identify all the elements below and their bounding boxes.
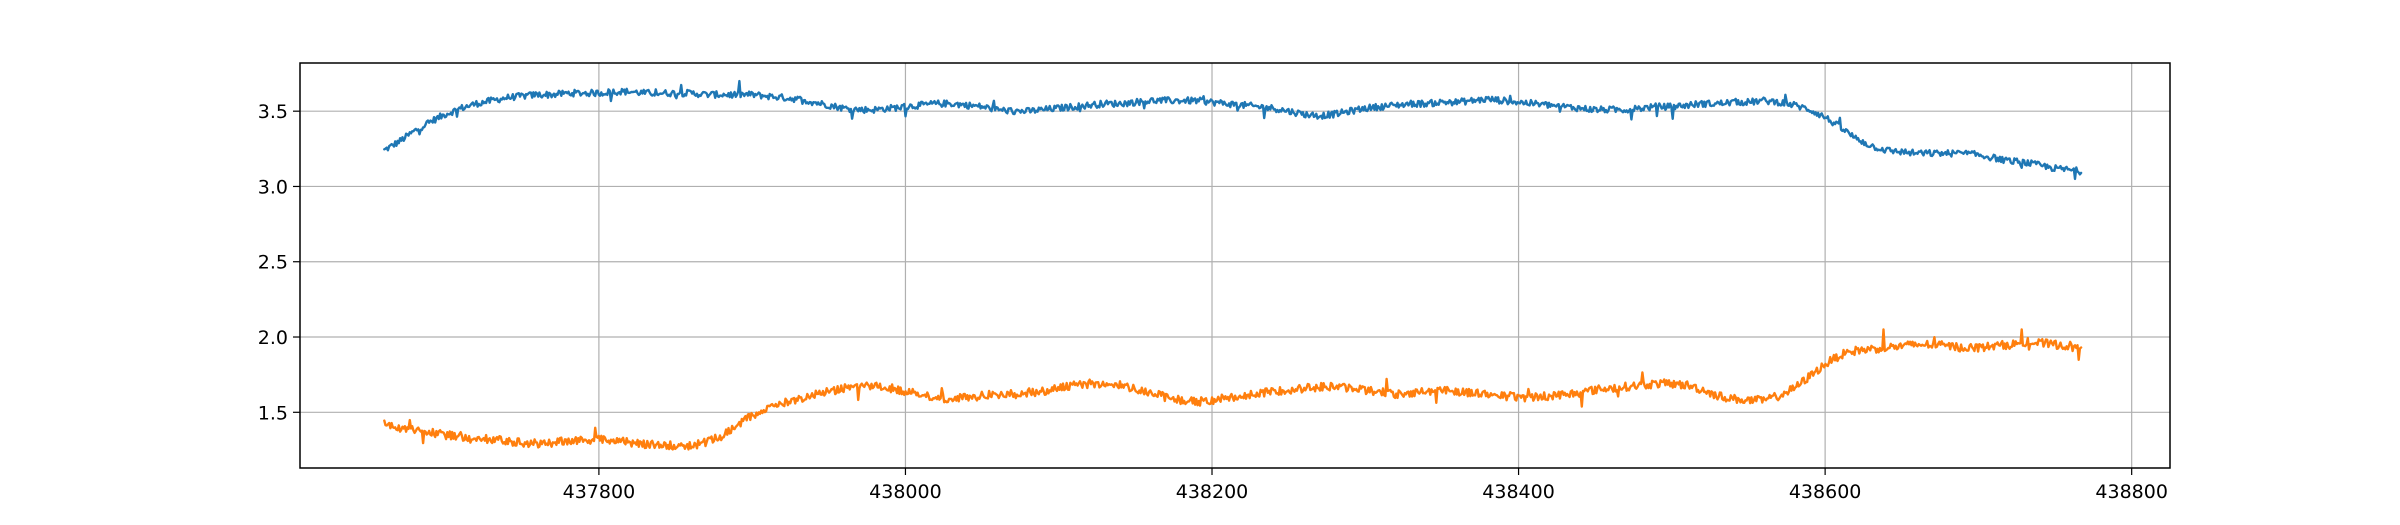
x-tick-label: 438400 (1482, 481, 1555, 503)
y-tick-label: 1.5 (258, 402, 288, 424)
grid-lines (300, 63, 2170, 468)
x-tick-label: 438600 (1789, 481, 1862, 503)
y-tick-label: 2.0 (258, 327, 288, 349)
x-tick-label: 438800 (2095, 481, 2168, 503)
y-tick-label: 2.5 (258, 252, 288, 274)
x-tick-label: 437800 (563, 481, 636, 503)
series-layer (383, 79, 2083, 451)
y-tick-label: 3.5 (258, 101, 288, 123)
y-tick-label: 3.0 (258, 176, 288, 198)
x-tick-label: 438000 (869, 481, 942, 503)
plot-area-frame (299, 62, 2171, 469)
series-line-1 (383, 79, 2083, 181)
x-tick-label: 438200 (1176, 481, 1249, 503)
axis-ticks: 437800 438000 438200 438400 438600 438800 1.5 2… (258, 101, 2168, 503)
series-line-2 (383, 328, 2083, 451)
